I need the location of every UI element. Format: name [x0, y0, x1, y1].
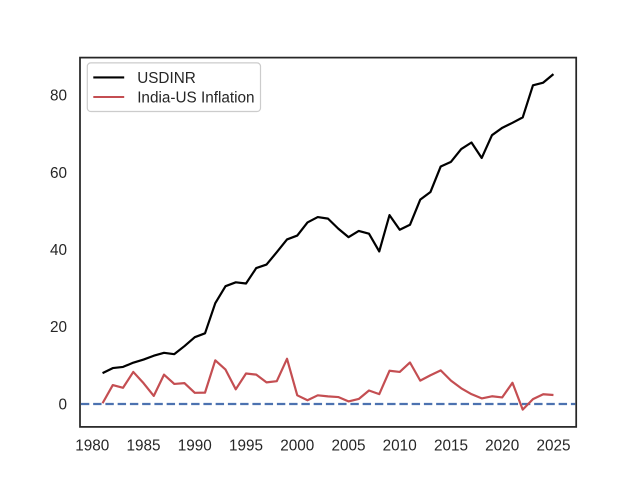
svg-text:2010: 2010: [383, 437, 417, 454]
svg-text:2025: 2025: [536, 437, 570, 454]
svg-text:India-US Inflation: India-US Inflation: [137, 90, 254, 107]
svg-text:1985: 1985: [126, 437, 160, 454]
svg-text:0: 0: [58, 397, 67, 414]
svg-text:40: 40: [50, 242, 67, 259]
svg-text:2020: 2020: [485, 437, 519, 454]
svg-text:1980: 1980: [75, 437, 109, 454]
svg-text:2000: 2000: [280, 437, 314, 454]
svg-text:USDINR: USDINR: [137, 70, 196, 87]
svg-text:2005: 2005: [331, 437, 365, 454]
svg-text:1995: 1995: [229, 437, 263, 454]
svg-text:1990: 1990: [178, 437, 212, 454]
svg-text:20: 20: [50, 319, 67, 336]
svg-text:2015: 2015: [434, 437, 468, 454]
svg-text:80: 80: [50, 88, 67, 105]
svg-text:60: 60: [50, 165, 67, 182]
